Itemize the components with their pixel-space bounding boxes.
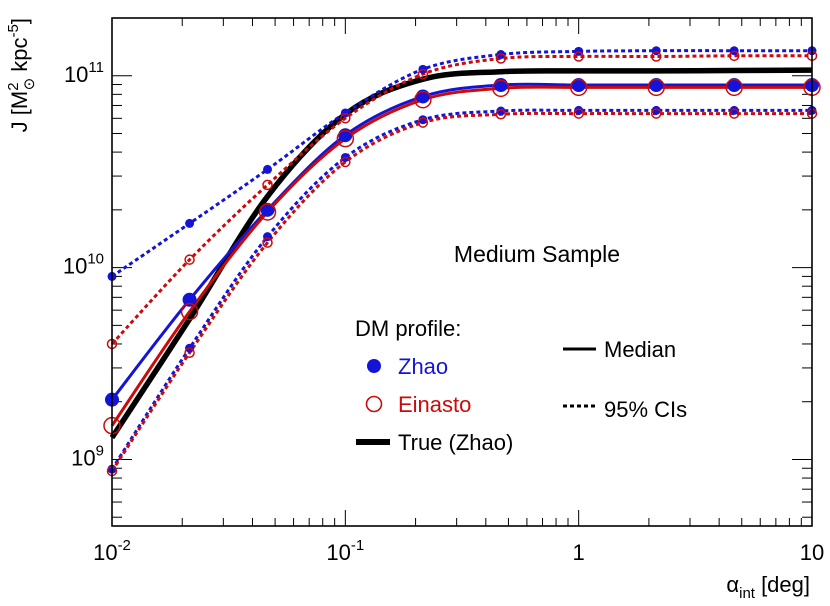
zhao-95-ci-lower-point [574,105,584,115]
einasto-95-ci-lower-point [184,347,195,358]
x-tick-label: 10-1 [326,537,364,565]
einasto-median-point [569,78,588,97]
zhao-95-ci-lower-point [651,105,661,115]
zhao-95-ci-upper-line [111,49,812,278]
legend-ci-label: 95% CIs [604,397,687,422]
einasto-95-ci-upper-point [495,53,507,64]
einasto-95-ci-upper-point [417,68,429,80]
einasto-median-point [180,302,199,321]
einasto-95-ci-upper-point [340,113,351,124]
zhao-95-ci-upper-point [340,108,350,118]
legend-true-label: True (Zhao) [398,430,513,455]
einasto-median-point [258,203,277,221]
zhao-median-point [260,202,275,217]
plot-frame [111,17,813,527]
zhao-95-ci-upper-point [185,218,195,228]
einasto-95-ci-lower-point [728,108,740,119]
einasto-95-ci-upper-point [262,179,273,191]
zhao-95-ci-upper-point [263,164,273,174]
legend-header: DM profile: [355,316,461,341]
zhao-95-ci-lower-point [418,115,428,125]
y-tick-label: 109 [71,442,104,470]
chart-title: Medium Sample [454,241,620,267]
zhao-median-point [649,77,664,92]
einasto-95-ci-lower-point [573,108,584,119]
einasto-median-point [725,78,743,97]
y-tick-label: 1011 [64,59,104,87]
series-layer [103,46,821,477]
einasto-median-point [647,78,665,97]
x-tick-label: 10-2 [93,537,131,565]
einasto-95-ci-lower-point [340,156,351,168]
legend-einasto-label: Einasto [398,392,471,417]
x-axis-label: αint [deg] [726,572,810,602]
zhao-95-ci-lower-point [496,106,506,116]
axis-labels: 10-2 10-1 1 10 109 1010 1011 αint [deg] J [M2⊙ k… [5,18,824,602]
einasto-median-point [336,129,355,148]
einasto-median-point [492,79,510,98]
einasto-95-ci-upper-line [110,54,813,346]
zhao-median-point [182,292,197,307]
einasto-95-ci-upper-point [728,50,740,62]
y-axis-label: J [M2⊙ kpc-5] [5,18,38,132]
einasto-95-ci-lower-point [650,108,662,119]
zhao-median-point [571,77,586,92]
y-tick-label: 1010 [63,251,104,279]
einasto-95-ci-upper-point [573,51,584,62]
legend: DM profile: Zhao Einasto True (Zhao) Med… [355,316,687,455]
einasto-95-ci-upper-point [650,51,662,62]
legend-zhao-label: Zhao [398,354,448,379]
zhao-median-point [727,77,742,92]
einasto-95-ci-lower-point [417,117,429,128]
zhao-95-ci-lower-point [729,105,739,115]
einasto-95-ci-lower-point [495,109,507,120]
x-tick-label: 10 [800,540,824,565]
einasto-95-ci-upper-point [184,254,195,265]
x-tick-label: 1 [573,540,585,565]
legend-einasto-marker [365,395,383,413]
einasto-median-point [414,90,432,109]
legend-median-label: Median [604,337,676,362]
legend-zhao-marker [367,359,381,373]
einasto-95-ci-lower-point [262,237,273,248]
